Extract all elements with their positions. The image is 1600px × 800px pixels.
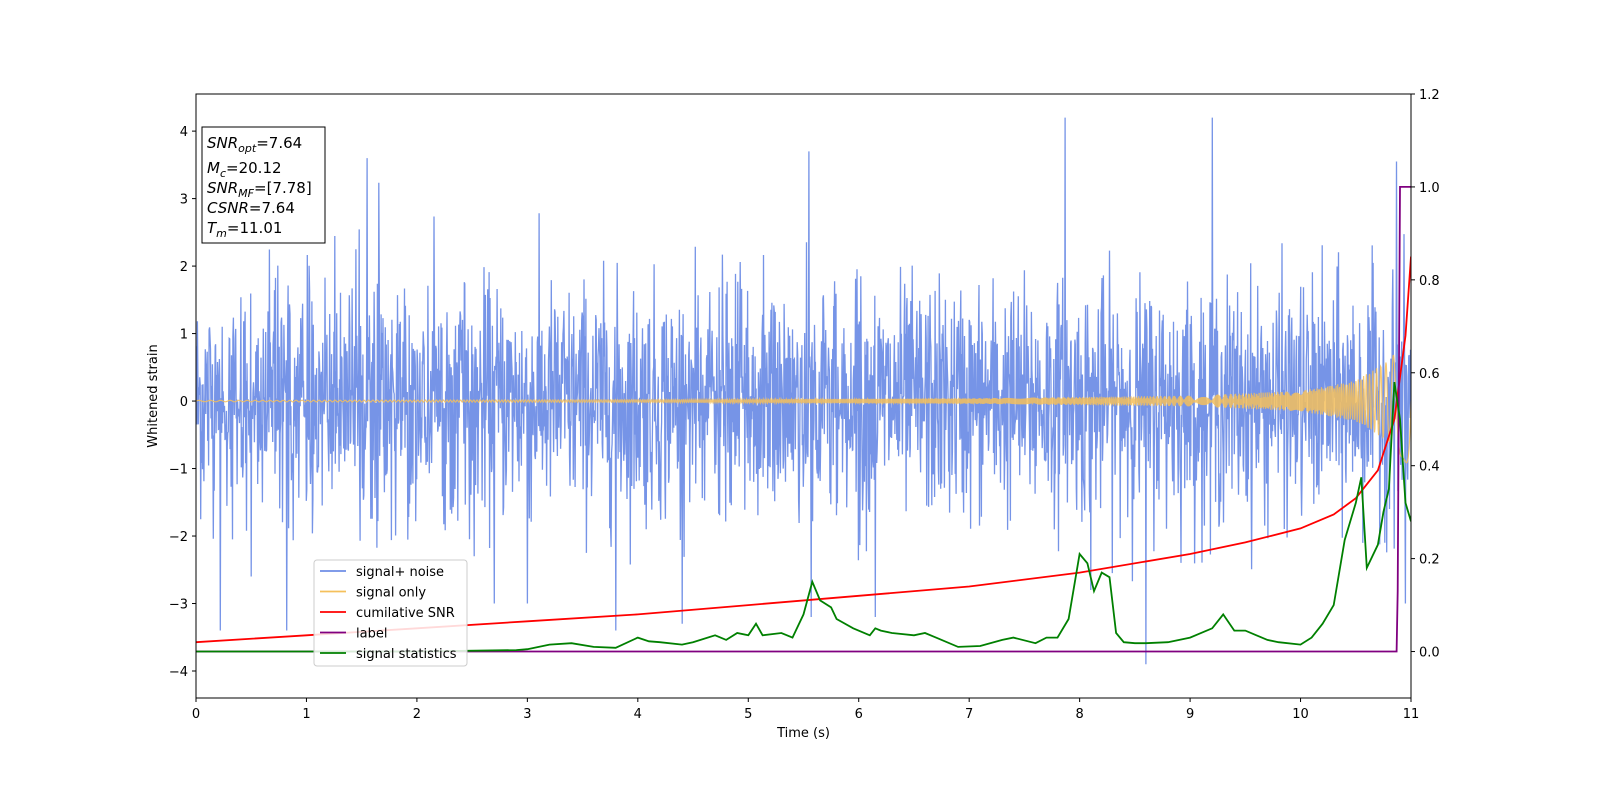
info-box-frame <box>201 126 326 244</box>
y-axis-title: Whitened strain <box>146 344 161 447</box>
x-tick-label: 5 <box>744 707 752 722</box>
y-tick-label-left: −4 <box>169 665 188 680</box>
y-tick-label-left: 3 <box>180 193 188 208</box>
series-signal-noise <box>196 117 1411 665</box>
legend-label: signal only <box>356 586 426 601</box>
axes: 0 1 2 3 4 5 6 7 8 9 10 11 −4 −3 −2 −1 0 1 2 3 4 0.0 0.2 0.4 0.6 0… <box>146 88 1440 741</box>
x-tick-label: 6 <box>855 707 863 722</box>
x-tick-label: 1 <box>302 707 310 722</box>
x-tick-label: 8 <box>1075 707 1083 722</box>
y-tick-label-right: 1.0 <box>1419 181 1440 196</box>
info-tm: Tm=11.01 <box>207 219 282 240</box>
y-tick-label-right: 0.2 <box>1419 553 1440 568</box>
info-snr-opt: SNRopt=7.64 <box>207 134 302 155</box>
y-tick-label-right: 0.8 <box>1419 274 1440 289</box>
x-tick-label: 11 <box>1403 707 1420 722</box>
legend-label: label <box>356 627 387 642</box>
x-tick-label: 7 <box>965 707 973 722</box>
y-tick-label-right: 0.4 <box>1419 460 1440 475</box>
y-tick-label-left: −1 <box>169 463 188 478</box>
y-tick-label-left: −2 <box>169 530 188 545</box>
y-tick-label-left: 4 <box>180 125 188 140</box>
y-tick-label-right: 0.6 <box>1419 367 1440 382</box>
x-tick-label: 10 <box>1292 707 1309 722</box>
info-chirp-mass: Mc=20.12 <box>207 159 282 180</box>
info-csnr: CSNR=7.64 <box>207 199 295 217</box>
series-label <box>196 185 1411 653</box>
x-tick-label: 3 <box>523 707 531 722</box>
info-box: SNRopt=7.64 Mc=20.12SNRMF=[7.78]CSNR=7.64… <box>201 126 326 244</box>
axes-frame <box>195 93 1412 699</box>
x-tick-label: 0 <box>192 707 200 722</box>
y-tick-label-right: 1.2 <box>1419 88 1440 103</box>
legend-label: cumilative SNR <box>356 606 455 621</box>
x-tick-label: 4 <box>634 707 642 722</box>
x-tick-label: 9 <box>1186 707 1194 722</box>
legend-frame <box>313 559 468 667</box>
y-tick-label-left: 1 <box>180 328 188 343</box>
series-signal-only <box>196 354 1411 464</box>
y-tick-label-right: 0.0 <box>1419 646 1440 661</box>
legend-label: signal statistics <box>356 647 457 662</box>
legend: signal+ noise signal only cumilative SNR la… <box>313 559 468 667</box>
y-tick-label-left: 0 <box>180 395 188 410</box>
info-snr-mf: SNRMF=[7.78] <box>207 179 312 200</box>
y-tick-label-left: 2 <box>180 260 188 275</box>
series-cumulative-snr <box>196 256 1411 644</box>
series-signal-statistics <box>196 381 1411 653</box>
y-tick-label-left: −3 <box>169 598 188 613</box>
legend-label: signal+ noise <box>356 565 444 580</box>
x-tick-label: 2 <box>413 707 421 722</box>
x-axis-title: Time (s) <box>776 726 830 741</box>
plot-area <box>196 117 1411 665</box>
